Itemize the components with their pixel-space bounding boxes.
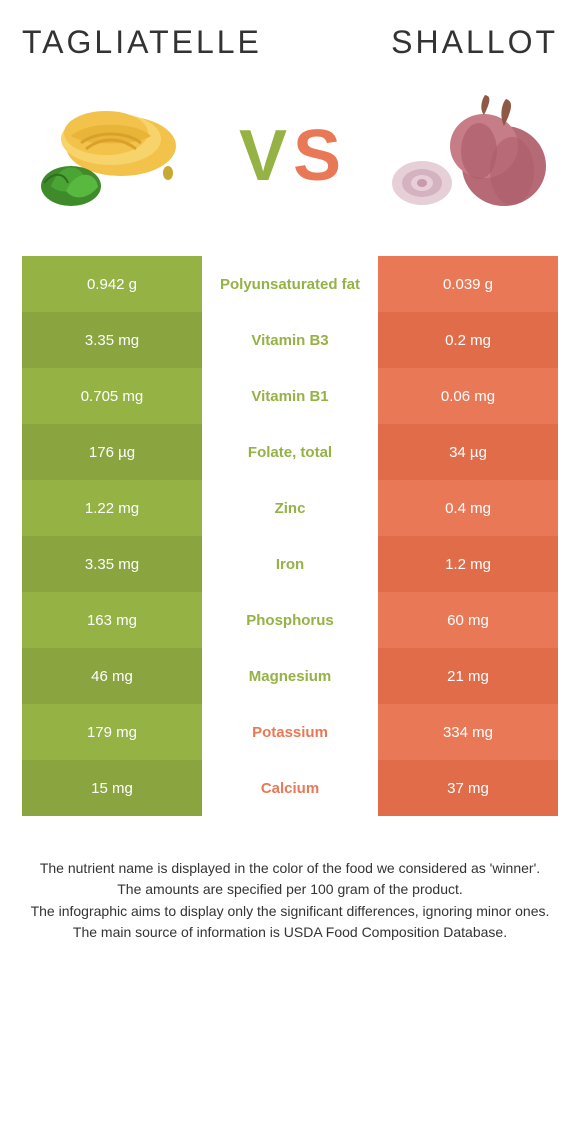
nutrient-label: Phosphorus	[202, 592, 378, 648]
titles-row: TAGLIATELLE SHALLOT	[22, 24, 558, 61]
footer-line-3: The infographic aims to display only the…	[28, 901, 552, 921]
left-value: 3.35 mg	[22, 536, 202, 592]
vs-label: V S	[239, 120, 341, 192]
nutrient-label: Zinc	[202, 480, 378, 536]
right-value: 21 mg	[378, 648, 558, 704]
right-value: 0.06 mg	[378, 368, 558, 424]
hero-row: V S	[22, 91, 558, 221]
table-row: 1.22 mgZinc0.4 mg	[22, 480, 558, 536]
nutrient-label: Magnesium	[202, 648, 378, 704]
right-value: 0.2 mg	[378, 312, 558, 368]
right-value: 0.4 mg	[378, 480, 558, 536]
right-value: 0.039 g	[378, 256, 558, 312]
left-value: 15 mg	[22, 760, 202, 816]
nutrient-label: Polyunsaturated fat	[202, 256, 378, 312]
table-row: 163 mgPhosphorus60 mg	[22, 592, 558, 648]
vs-letter-v: V	[239, 120, 287, 192]
shallot-illustration	[384, 91, 554, 221]
table-row: 3.35 mgVitamin B30.2 mg	[22, 312, 558, 368]
right-value: 34 µg	[378, 424, 558, 480]
nutrient-label: Vitamin B1	[202, 368, 378, 424]
footer-line-2: The amounts are specified per 100 gram o…	[28, 879, 552, 899]
right-value: 1.2 mg	[378, 536, 558, 592]
table-row: 15 mgCalcium37 mg	[22, 760, 558, 816]
nutrient-label: Calcium	[202, 760, 378, 816]
tagliatelle-illustration	[26, 91, 196, 221]
table-row: 176 µgFolate, total34 µg	[22, 424, 558, 480]
title-left: TAGLIATELLE	[22, 24, 262, 61]
vs-letter-s: S	[293, 120, 341, 192]
footer-notes: The nutrient name is displayed in the co…	[22, 858, 558, 942]
nutrient-label: Folate, total	[202, 424, 378, 480]
footer-line-1: The nutrient name is displayed in the co…	[28, 858, 552, 878]
table-row: 46 mgMagnesium21 mg	[22, 648, 558, 704]
left-value: 3.35 mg	[22, 312, 202, 368]
left-value: 176 µg	[22, 424, 202, 480]
table-row: 0.705 mgVitamin B10.06 mg	[22, 368, 558, 424]
left-value: 0.942 g	[22, 256, 202, 312]
right-value: 334 mg	[378, 704, 558, 760]
table-row: 0.942 gPolyunsaturated fat0.039 g	[22, 256, 558, 312]
left-value: 179 mg	[22, 704, 202, 760]
nutrient-table: 0.942 gPolyunsaturated fat0.039 g3.35 mg…	[22, 255, 558, 816]
footer-line-4: The main source of information is USDA F…	[28, 922, 552, 942]
right-value: 60 mg	[378, 592, 558, 648]
left-value: 163 mg	[22, 592, 202, 648]
table-row: 3.35 mgIron1.2 mg	[22, 536, 558, 592]
left-value: 46 mg	[22, 648, 202, 704]
table-row: 179 mgPotassium334 mg	[22, 704, 558, 760]
left-value: 1.22 mg	[22, 480, 202, 536]
nutrient-label: Potassium	[202, 704, 378, 760]
left-value: 0.705 mg	[22, 368, 202, 424]
right-value: 37 mg	[378, 760, 558, 816]
nutrient-label: Iron	[202, 536, 378, 592]
nutrient-label: Vitamin B3	[202, 312, 378, 368]
title-right: SHALLOT	[391, 24, 558, 61]
